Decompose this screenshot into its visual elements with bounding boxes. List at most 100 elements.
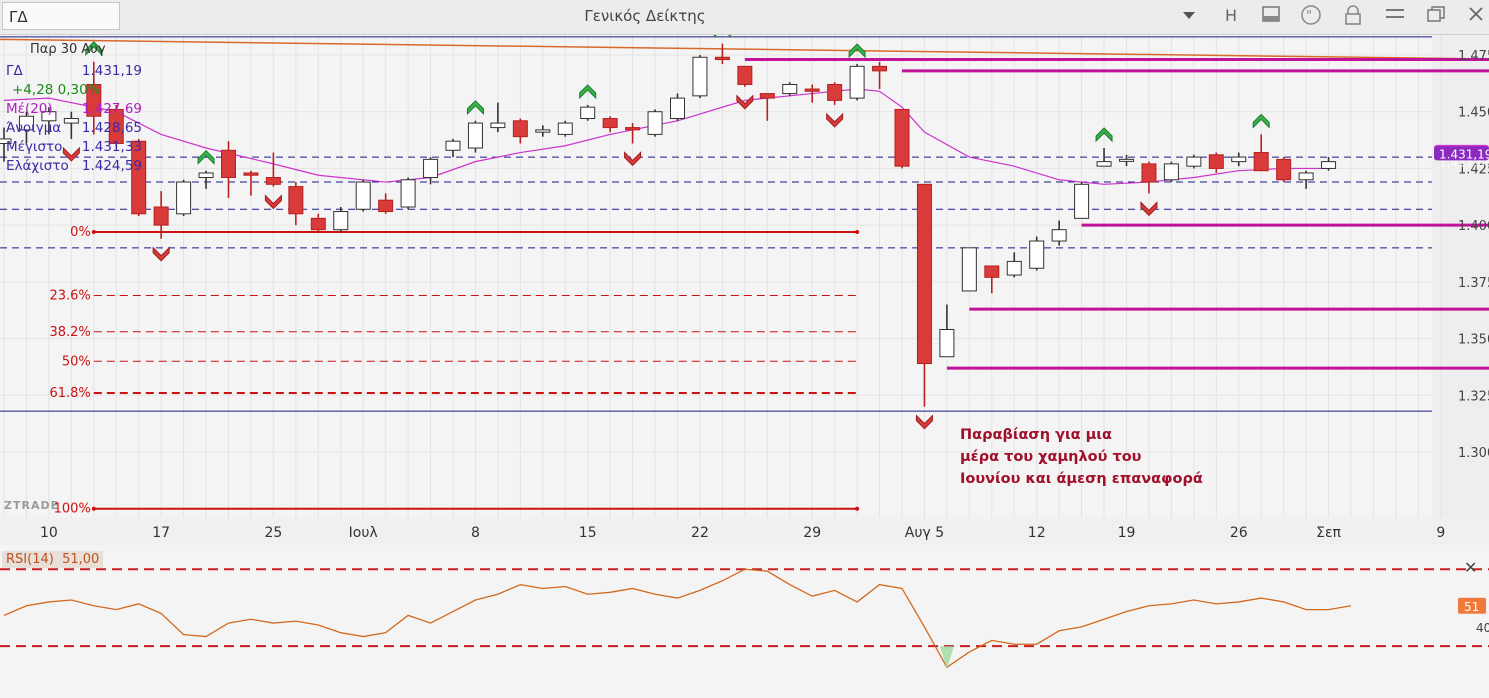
fib-label: 100% [54,502,91,517]
rsi-close-icon[interactable]: ✕ [1464,558,1478,577]
candle-body [557,122,573,135]
y-tick-label: 1.325 [1458,389,1489,404]
up-arrow [197,149,215,165]
candle-body [872,65,888,72]
restore-icon[interactable] [1424,5,1448,27]
price-chart[interactable]: 0%100%23.6%38.2%50%61.8%1.4751.4501.4251… [0,35,1489,698]
down-arrow-icon [1140,201,1158,217]
candle-body [1298,172,1314,181]
down-arrow [264,194,282,210]
info-open-value: 1.428,65 [81,120,142,136]
candle-body [961,247,977,292]
up-arrow-icon [848,43,866,59]
last-price-tag: 1.431,19 [1439,147,1489,161]
trendline [0,38,1489,60]
candle-body [1119,158,1134,162]
annotation-note: Παραβίαση για μια μέρα του χαμηλού του Ι… [960,424,1203,490]
x-tick-label: 17 [152,525,170,541]
note-line: Παραβίαση για μια [960,427,1112,443]
fib-handle [91,229,96,234]
candle-body [1321,161,1337,169]
fib-handle [91,506,96,511]
down-arrow-icon [264,194,282,210]
info-panel: Παρ 30 Αυγ ΓΔ 1.431,19 +4,28 0,30% Μέ(20… [2,40,144,176]
h-icon[interactable]: H [1224,6,1238,25]
up-arrow-icon [197,149,215,165]
candle-body [490,122,506,129]
candle-body [1029,240,1045,269]
symbol-input[interactable]: ΓΔ [2,2,120,30]
price-axis-area [1432,35,1489,518]
up-arrow [85,41,103,57]
candle-body [400,179,416,208]
candle-body [1141,163,1157,183]
up-arrow [848,43,866,59]
down-arrow [1140,201,1158,217]
x-tick-label: 26 [1230,525,1248,541]
candle-body [1276,158,1292,181]
candle-body [41,111,57,122]
candle-body [198,172,214,179]
layout-icon[interactable] [1259,5,1283,27]
candle-body [782,83,798,95]
x-tick-label: 19 [1118,525,1136,541]
candle-body [423,158,439,179]
up-arrow [1252,113,1270,129]
up-arrow-icon [579,84,597,100]
candle-body [310,217,326,231]
fib-label: 23.6% [49,288,90,303]
x-tick-label: 25 [264,525,282,541]
x-tick-label: 8 [471,525,480,541]
down-arrow-icon [736,94,754,110]
rsi-value: 51,00 [62,552,100,567]
rsi-name: RSI(14) [6,552,54,567]
dropdown-icon[interactable] [1177,5,1201,27]
x-tick-label: 22 [691,525,709,541]
y-tick-label: 1.400 [1458,219,1489,234]
candle-body [153,206,169,226]
candle-body [1051,229,1067,242]
info-low-label: Ελάχιστο [6,158,69,174]
info-low-value: 1.424,59 [81,158,142,174]
info-change-row: +4,28 0,30% [6,82,142,100]
candle-body [86,83,102,117]
rsi-plot-area [0,545,1489,698]
down-arrow-icon [624,151,642,167]
candle-body [512,120,528,138]
ma20-line [3,88,1329,185]
lock-icon[interactable] [1341,5,1365,27]
rsi-oversold-marker [939,646,954,670]
info-ma-row: Μέ(20) 1.427,69 [6,101,142,119]
candle-body [759,93,775,99]
down-arrow [915,414,933,430]
x-tick-label: 9 [1436,525,1445,541]
info-symbol: ΓΔ [6,63,23,79]
rsi-value-tag: 51 [1464,600,1479,614]
x-tick-label: 10 [40,525,58,541]
y-tick-label: 1.375 [1458,276,1489,291]
quote-icon[interactable]: " [1299,5,1323,27]
candle-body [355,181,371,210]
candle-body [737,65,753,85]
candle-body [714,56,730,61]
candle-body [1208,154,1224,169]
menu-icon[interactable] [1383,5,1407,27]
svg-text:": " [1306,9,1312,24]
close-icon[interactable] [1464,5,1488,27]
candle-body [580,106,596,120]
candle-body [1006,260,1022,276]
price-plot-area [0,35,1432,518]
x-tick-label: Σεπ [1316,525,1341,541]
candle-body [804,88,820,92]
fib-label: 0% [70,225,91,240]
down-arrow-icon [826,112,844,128]
info-open-row: Άνοιγμα 1.428,65 [6,120,142,138]
candle-body [1231,156,1247,163]
up-arrow-icon [1252,113,1270,129]
candle-body [1096,161,1112,167]
up-arrow-icon [1095,127,1113,143]
candle-body [18,115,34,131]
candle-body [535,129,551,133]
fib-handle [855,229,860,234]
candle-body [131,140,147,215]
